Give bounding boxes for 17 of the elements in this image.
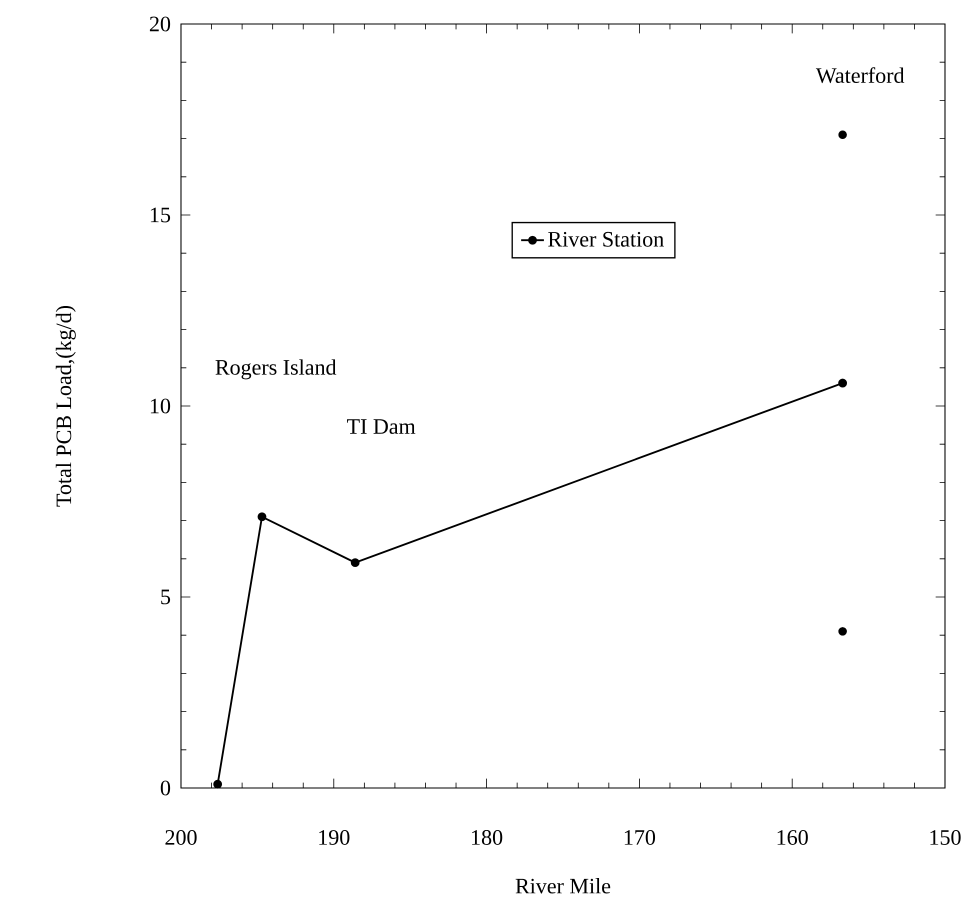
annotation: Rogers Island <box>216 359 336 380</box>
y-tick-label: 0 <box>160 780 170 796</box>
y-tick-label: 10 <box>150 398 170 414</box>
y-tick-label: 20 <box>150 16 170 32</box>
x-tick-label: 180 <box>472 830 502 845</box>
x-axis-title: River Mile <box>516 878 610 894</box>
annotation: Waterford <box>816 67 904 84</box>
x-tick-label: 170 <box>624 830 656 845</box>
x-tick-label: 150 <box>930 830 961 845</box>
annotation: TI Dam <box>347 419 416 434</box>
x-tick-label: 190 <box>319 830 350 845</box>
y-tick-label: 5 <box>161 590 170 604</box>
x-tick-label: 160 <box>778 830 808 845</box>
y-tick-label: 15 <box>150 208 170 222</box>
y-axis-title: Total PCB Load,(kg/d) <box>56 306 76 507</box>
legend-label: River Station <box>548 232 664 247</box>
x-tick-label: 200 <box>165 830 197 845</box>
